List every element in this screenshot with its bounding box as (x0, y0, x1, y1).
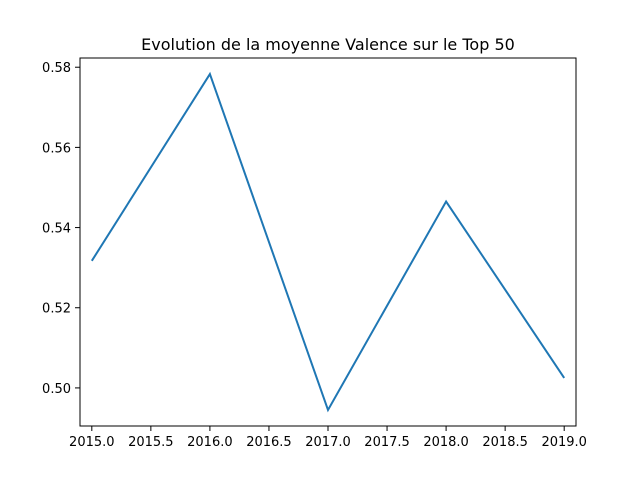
x-tick-label: 2017.0 (305, 435, 351, 450)
x-tick-label: 2017.5 (364, 435, 410, 450)
x-tick-label: 2015.5 (128, 435, 174, 450)
y-tick-label: 0.54 (42, 222, 71, 237)
series-line (90, 71, 566, 413)
y-tick-label: 0.50 (42, 382, 71, 397)
chart-title: Evolution de la moyenne Valence sur le T… (141, 35, 515, 54)
y-tick-label: 0.52 (42, 302, 71, 317)
x-tick-label: 2016.5 (246, 435, 292, 450)
plot-area: 2015.0 2015.5 2016.0 2016.5 2017.0 2017.5 2018… (42, 57, 587, 450)
x-tick-label: 2018.5 (482, 435, 528, 450)
y-tick-label: 0.56 (42, 141, 71, 156)
x-tick-label: 2016.0 (187, 435, 233, 450)
x-tick-label: 2015.0 (69, 435, 115, 450)
x-tick-label: 2018.0 (423, 435, 469, 450)
y-tick-label: 0.58 (42, 61, 71, 76)
x-tick-label: 2019.0 (541, 435, 587, 450)
